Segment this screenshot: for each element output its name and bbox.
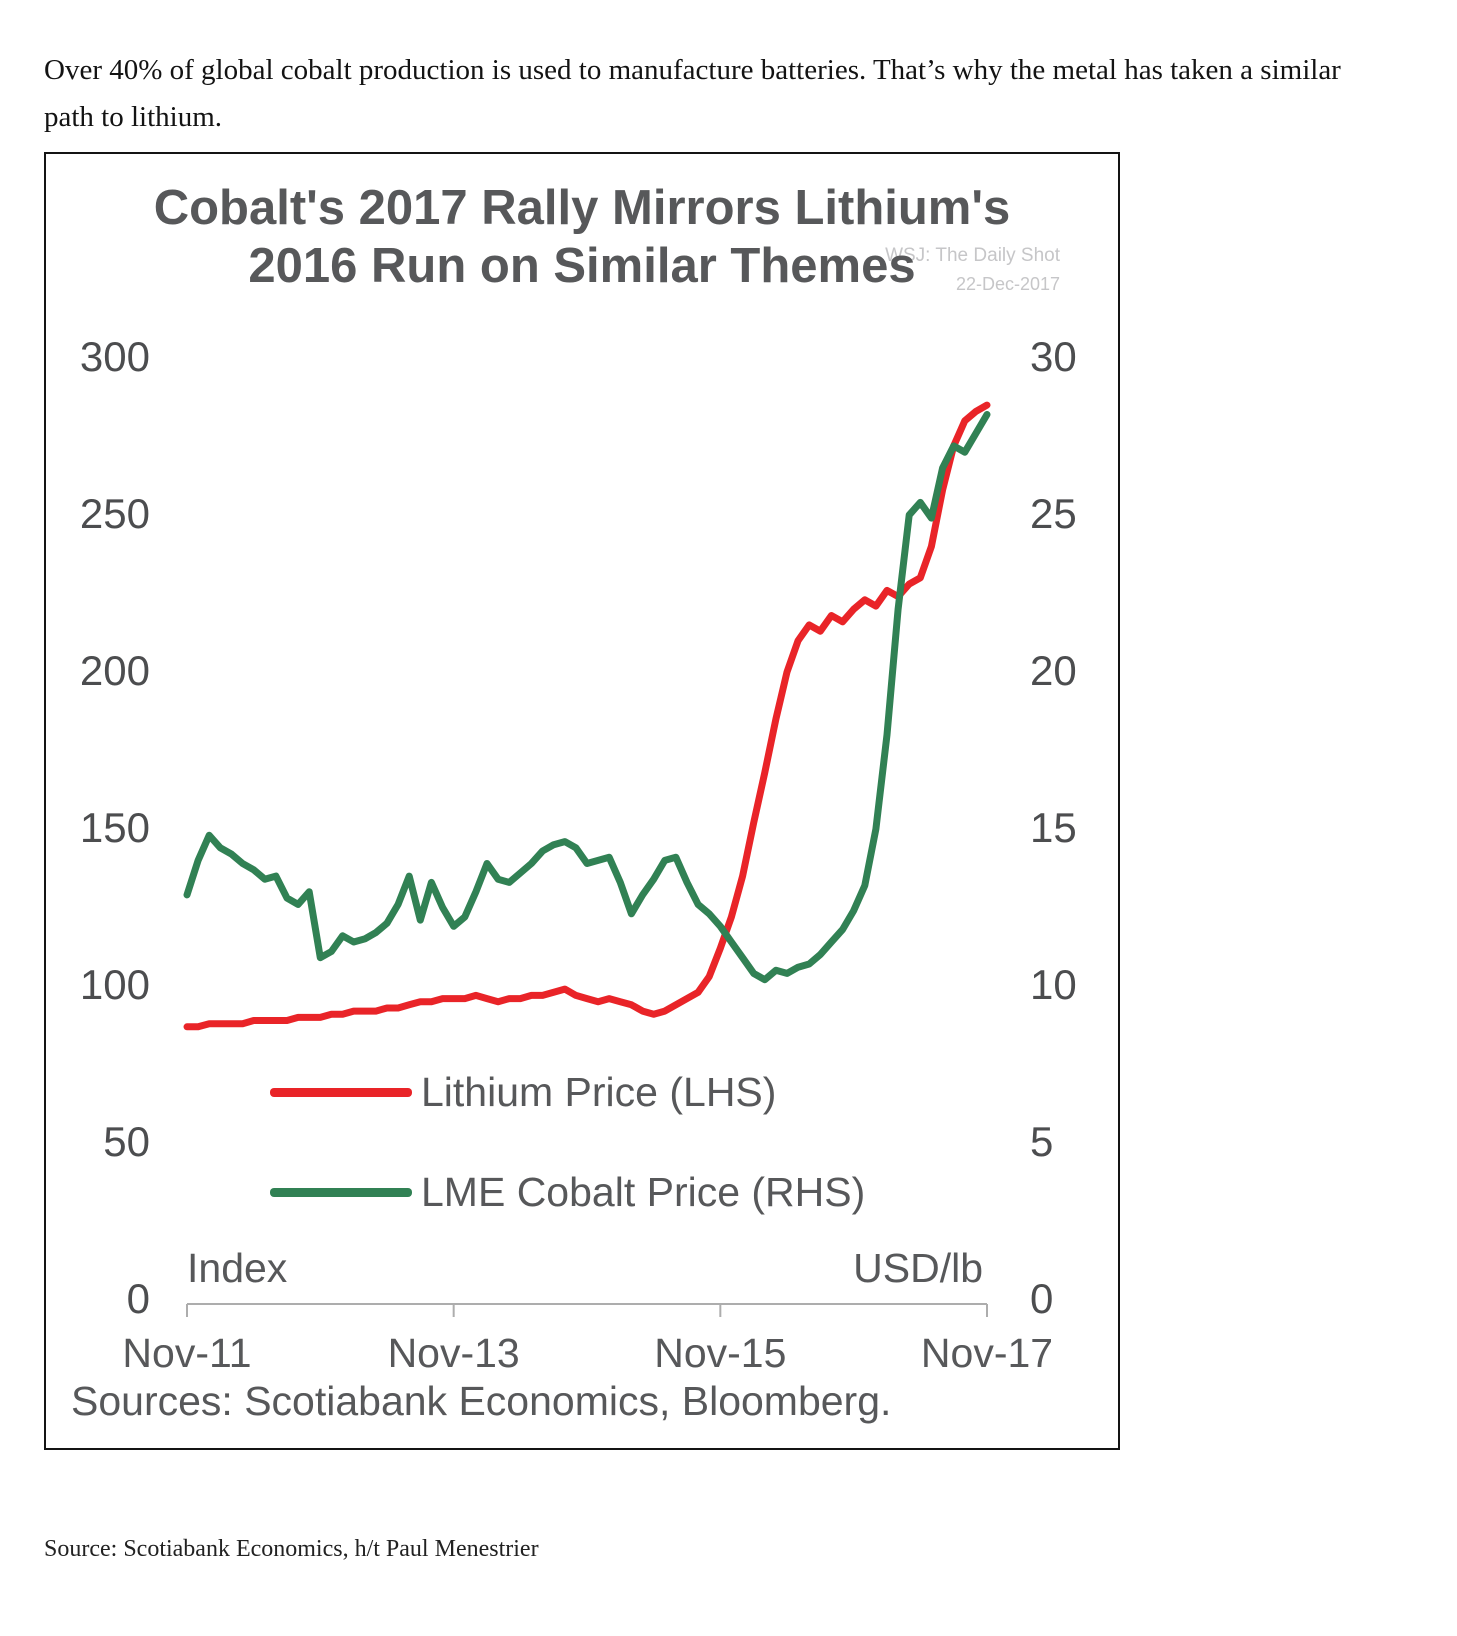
left-axis-tick-label: 200 xyxy=(79,647,150,695)
left-axis-tick-label: 150 xyxy=(79,804,150,852)
chart-title: Cobalt's 2017 Rally Mirrors Lithium's 20… xyxy=(46,180,1118,296)
left-axis-tick-label: 100 xyxy=(79,961,150,1009)
intro-paragraph: Over 40% of global cobalt production is … xyxy=(44,54,1341,133)
lithium-price-line xyxy=(183,401,991,1031)
legend-label-cobalt: LME Cobalt Price (RHS) xyxy=(421,1168,866,1215)
watermark: WSJ: The Daily Shot 22-Dec-2017 xyxy=(885,242,1060,298)
x-axis-tick-label: Nov-13 xyxy=(387,1330,520,1376)
right-axis-tick-label: 20 xyxy=(1030,647,1077,695)
legend-item-lithium: Lithium Price (LHS) xyxy=(270,1067,776,1117)
left-axis-tick-label: 50 xyxy=(103,1118,150,1166)
chart-title-line1: Cobalt's 2017 Rally Mirrors Lithium's xyxy=(153,181,1011,235)
chart-panel: WSJ: The Daily Shot 22-Dec-2017 Cobalt's… xyxy=(44,152,1120,1450)
left-axis-unit-label: Index xyxy=(187,1245,288,1291)
lithium-line-swatch xyxy=(270,1087,412,1097)
right-axis-tick-label: 25 xyxy=(1030,490,1077,538)
right-axis-tick-label: 15 xyxy=(1030,804,1077,852)
footer-source-line: Source: Scotiabank Economics, h/t Paul M… xyxy=(44,1536,539,1562)
plot-area xyxy=(183,401,991,1317)
left-axis-tick-label: 300 xyxy=(79,333,150,381)
cobalt-line-swatch xyxy=(270,1187,412,1197)
right-axis-tick-label: 5 xyxy=(1030,1118,1054,1166)
watermark-source: WSJ: The Daily Shot xyxy=(885,245,1060,266)
watermark-date: 22-Dec-2017 xyxy=(955,273,1060,294)
right-axis-tick-label: 30 xyxy=(1030,333,1077,381)
right-axis-tick-label: 0 xyxy=(1030,1275,1054,1323)
cobalt-price-line xyxy=(183,411,991,984)
x-axis-tick-label: Nov-15 xyxy=(654,1330,787,1376)
x-axis-tick-label: Nov-11 xyxy=(122,1330,252,1376)
x-axis-tick-label: Nov-17 xyxy=(920,1330,1054,1376)
left-axis-tick-label: 0 xyxy=(126,1275,150,1323)
chart-title-line2: 2016 Run on Similar Themes xyxy=(248,238,916,293)
chart-sources-note: Sources: Scotiabank Economics, Bloomberg… xyxy=(71,1378,892,1424)
left-axis-tick-label: 250 xyxy=(79,490,150,538)
right-axis-tick-label: 10 xyxy=(1030,961,1077,1009)
right-axis-unit-label: USD/lb xyxy=(853,1245,983,1291)
legend-label-lithium: Lithium Price (LHS) xyxy=(421,1068,777,1115)
legend-item-cobalt: LME Cobalt Price (RHS) xyxy=(270,1167,865,1217)
